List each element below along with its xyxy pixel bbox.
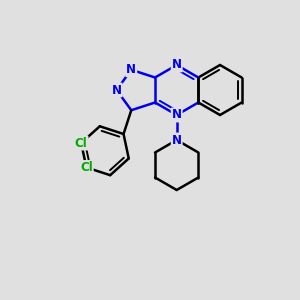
Text: N: N bbox=[126, 63, 136, 76]
Text: N: N bbox=[172, 109, 182, 122]
Text: N: N bbox=[172, 58, 182, 71]
Text: N: N bbox=[112, 83, 122, 97]
Text: N: N bbox=[172, 134, 182, 146]
Text: Cl: Cl bbox=[75, 136, 88, 149]
Text: Cl: Cl bbox=[80, 161, 93, 174]
